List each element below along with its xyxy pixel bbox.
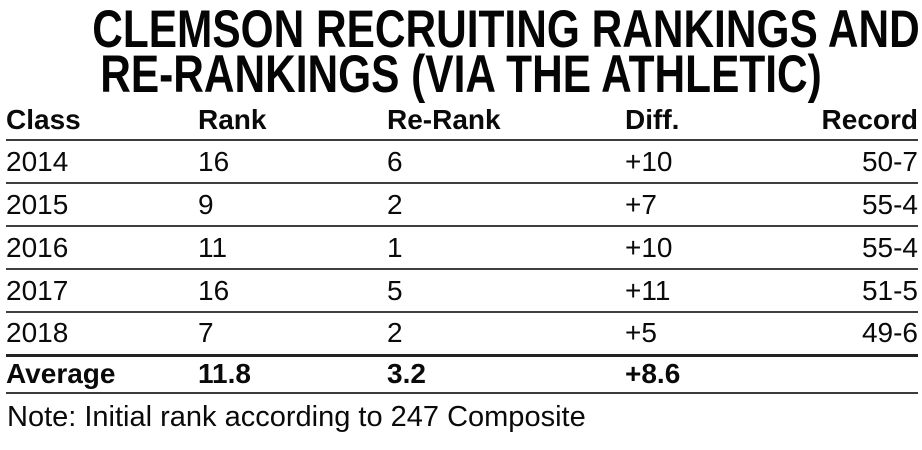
page-title: CLEMSON RECRUITING RANKINGS AND RE-RANKI…	[0, 0, 922, 104]
cell-diff: +10	[625, 145, 673, 177]
title-line-1: CLEMSON RECRUITING RANKINGS AND	[92, 0, 920, 59]
cell-rank: 11	[198, 231, 228, 263]
cell-record: 51-5	[861, 274, 918, 306]
cell-record: 50-7	[861, 145, 918, 177]
cell-diff: +8.6	[625, 358, 681, 390]
cell-rank: 9	[198, 188, 214, 220]
footnote: Note: Initial rank according to 247 Comp…	[7, 401, 586, 433]
table-summary-row: Average 11.8 3.2 +8.6	[6, 355, 918, 393]
table-row-2016: 2016 11 1 +10 55-4	[6, 226, 918, 269]
cell-class: 2018	[6, 317, 69, 349]
table-row-2018: 2018 7 2 +5 49-6	[6, 312, 918, 355]
table-header-row: Class Rank Re-Rank Diff. Record	[6, 101, 918, 140]
cell-rerank: 6	[387, 145, 403, 177]
title-line-2: RE-RANKINGS (VIA THE ATHLETIC)	[100, 45, 822, 104]
cell-rerank: 5	[387, 274, 403, 306]
header-cell-record: Record	[821, 104, 918, 135]
cell-rank: 7	[198, 317, 214, 349]
cell-rerank: 2	[387, 188, 403, 220]
cell-class: Average	[6, 358, 116, 390]
header-cell-diff: Diff.	[625, 104, 680, 135]
cell-record	[820, 355, 918, 393]
cell-rerank: 2	[387, 317, 403, 349]
cell-class: 2017	[6, 274, 69, 306]
header-cell-rerank: Re-Rank	[387, 104, 501, 135]
cell-diff: +11	[625, 274, 671, 306]
cell-class: 2016	[6, 231, 69, 263]
cell-record: 55-4	[861, 188, 918, 220]
cell-rank: 16	[198, 145, 230, 177]
table-row-2017: 2017 16 5 +11 51-5	[6, 269, 918, 312]
cell-class: 2014	[6, 145, 69, 177]
cell-rank: 11.8	[198, 358, 251, 390]
header-cell-rank: Rank	[198, 104, 267, 135]
cell-diff: +5	[625, 317, 657, 349]
cell-diff: +7	[625, 188, 657, 220]
rankings-table: Class Rank Re-Rank Diff. Record 2014 16 …	[6, 101, 918, 394]
cell-record: 49-6	[861, 317, 918, 349]
header-cell-class: Class	[6, 104, 81, 135]
table-row-2014: 2014 16 6 +10 50-7	[6, 140, 918, 183]
cell-diff: +10	[625, 231, 673, 263]
cell-record: 55-4	[861, 231, 918, 263]
cell-rerank: 3.2	[387, 358, 426, 390]
table-row-2015: 2015 9 2 +7 55-4	[6, 183, 918, 226]
cell-rerank: 1	[387, 231, 403, 263]
cell-rank: 16	[198, 274, 230, 306]
cell-class: 2015	[6, 188, 69, 220]
